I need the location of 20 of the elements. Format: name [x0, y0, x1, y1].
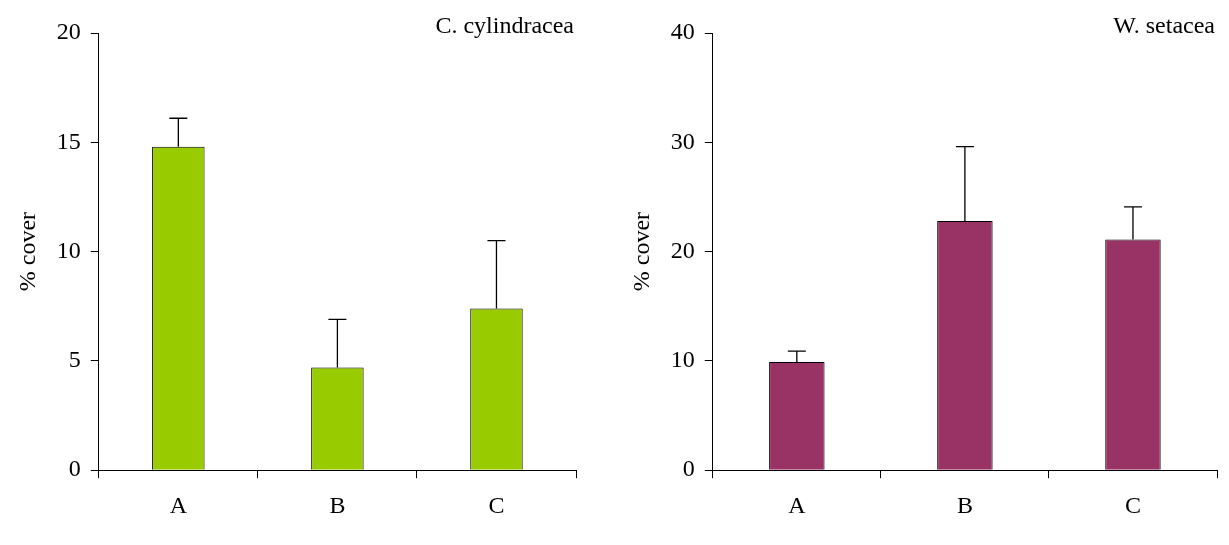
- x-tick-label: C: [1124, 491, 1141, 518]
- y-tick-label: 30: [670, 127, 695, 154]
- y-tick-label: 40: [670, 18, 695, 45]
- x-tick-label: A: [788, 491, 807, 518]
- y-tick-label: 5: [68, 346, 81, 373]
- y-tick-label: 10: [670, 346, 695, 373]
- y-tick-label: 20: [56, 18, 81, 45]
- x-tick-label: A: [169, 491, 188, 518]
- y-tick-label: 15: [56, 127, 81, 154]
- y-tick-label: 0: [682, 455, 695, 482]
- chart-title: C. cylindracea: [435, 12, 575, 39]
- y-axis-title: % cover: [627, 211, 654, 292]
- y-tick-label: 10: [56, 236, 81, 263]
- x-tick-label: C: [488, 491, 505, 518]
- x-tick-label: B: [329, 491, 346, 518]
- y-tick-label: 20: [670, 236, 695, 263]
- y-axis-title: % cover: [13, 211, 40, 292]
- y-tick-label: 0: [68, 455, 81, 482]
- chart-title: W. setacea: [1113, 12, 1216, 39]
- x-tick-label: B: [956, 491, 973, 518]
